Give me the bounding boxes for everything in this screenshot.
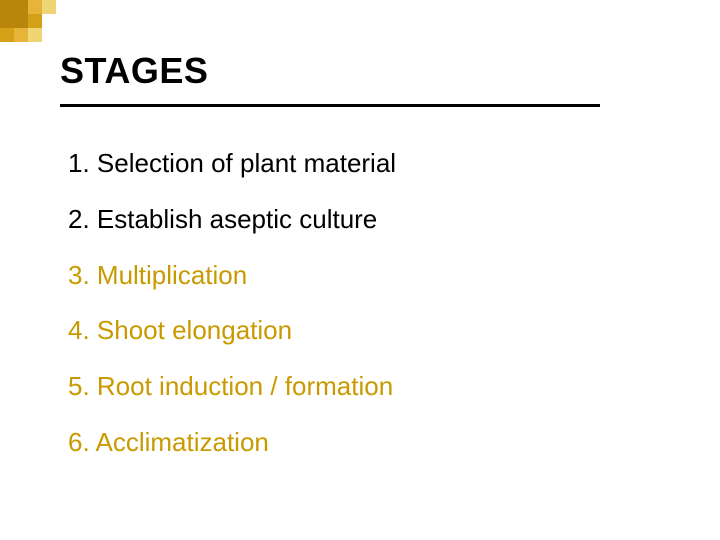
decoration-square bbox=[28, 14, 42, 28]
decoration-square bbox=[0, 28, 14, 42]
stage-item: 2. Establish aseptic culture bbox=[68, 203, 660, 237]
decoration-square bbox=[28, 0, 42, 14]
slide-content: STAGES 1. Selection of plant material 2.… bbox=[0, 0, 720, 460]
stages-list: 1. Selection of plant material 2. Establ… bbox=[60, 147, 660, 460]
decoration-square bbox=[28, 28, 42, 42]
stage-item: 3. Multiplication bbox=[68, 259, 660, 293]
stage-item: 6. Acclimatization bbox=[68, 426, 660, 460]
corner-decoration bbox=[0, 0, 70, 50]
title-divider bbox=[60, 104, 600, 107]
decoration-square bbox=[42, 0, 56, 14]
decoration-square bbox=[14, 28, 28, 42]
slide-title: STAGES bbox=[60, 50, 660, 92]
stage-item: 5. Root induction / formation bbox=[68, 370, 660, 404]
stage-item: 4. Shoot elongation bbox=[68, 314, 660, 348]
stage-item: 1. Selection of plant material bbox=[68, 147, 660, 181]
decoration-square bbox=[0, 0, 28, 28]
